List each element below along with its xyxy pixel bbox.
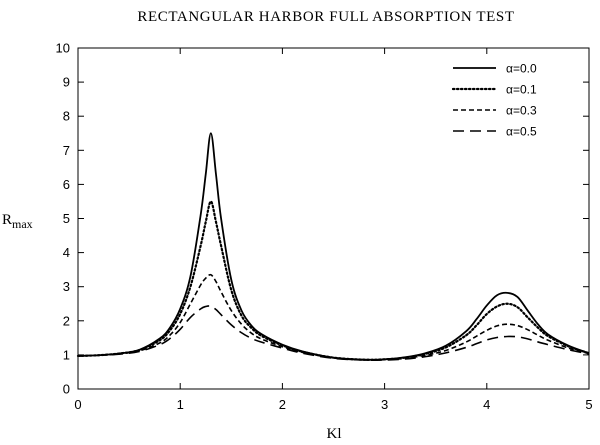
y-tick-label: 8: [63, 109, 70, 124]
x-tick-label: 4: [483, 397, 490, 412]
x-tick-label: 1: [177, 397, 184, 412]
y-tick-label: 2: [63, 313, 70, 328]
x-axis-label: Kl: [327, 426, 342, 442]
y-tick-label: 4: [63, 245, 70, 260]
x-tick-label: 0: [74, 397, 81, 412]
x-tick-label: 2: [279, 397, 286, 412]
legend: α=0.0 α=0.1 α=0.3 α=0.5: [451, 62, 537, 139]
y-tick-label: 6: [63, 177, 70, 192]
y-tick-label: 10: [56, 41, 70, 56]
y-tick-label: 3: [63, 279, 70, 294]
y-axis-label-sub: max: [12, 217, 33, 231]
y-axis-label: Rmax: [2, 212, 33, 231]
series-line-1: [77, 132, 590, 361]
legend-label-4: α=0.5: [506, 125, 537, 139]
legend-label-3: α=0.3: [506, 104, 537, 118]
x-axis: 0 1 2 3 4 5: [74, 48, 593, 412]
series-line-4: [77, 305, 590, 361]
y-tick-label: 0: [63, 382, 70, 397]
series-group: [76, 132, 591, 361]
y-tick-label: 9: [63, 75, 70, 90]
y-tick-label: 1: [63, 347, 70, 362]
y-axis: 0 1 2 3 4 5 6 7 8 9 10: [56, 41, 589, 397]
legend-label-2: α=0.1: [506, 83, 537, 97]
y-axis-label-main: R: [2, 212, 12, 228]
y-tick-label: 7: [63, 143, 70, 158]
plot-frame: [77, 47, 590, 390]
y-tick-label: 5: [63, 211, 70, 226]
series-line-2: [76, 200, 591, 361]
legend-label-1: α=0.0: [506, 62, 537, 76]
x-tick-label: 3: [381, 397, 388, 412]
chart-title: RECTANGULAR HARBOR FULL ABSORPTION TEST: [137, 9, 514, 25]
x-tick-label: 5: [585, 397, 592, 412]
